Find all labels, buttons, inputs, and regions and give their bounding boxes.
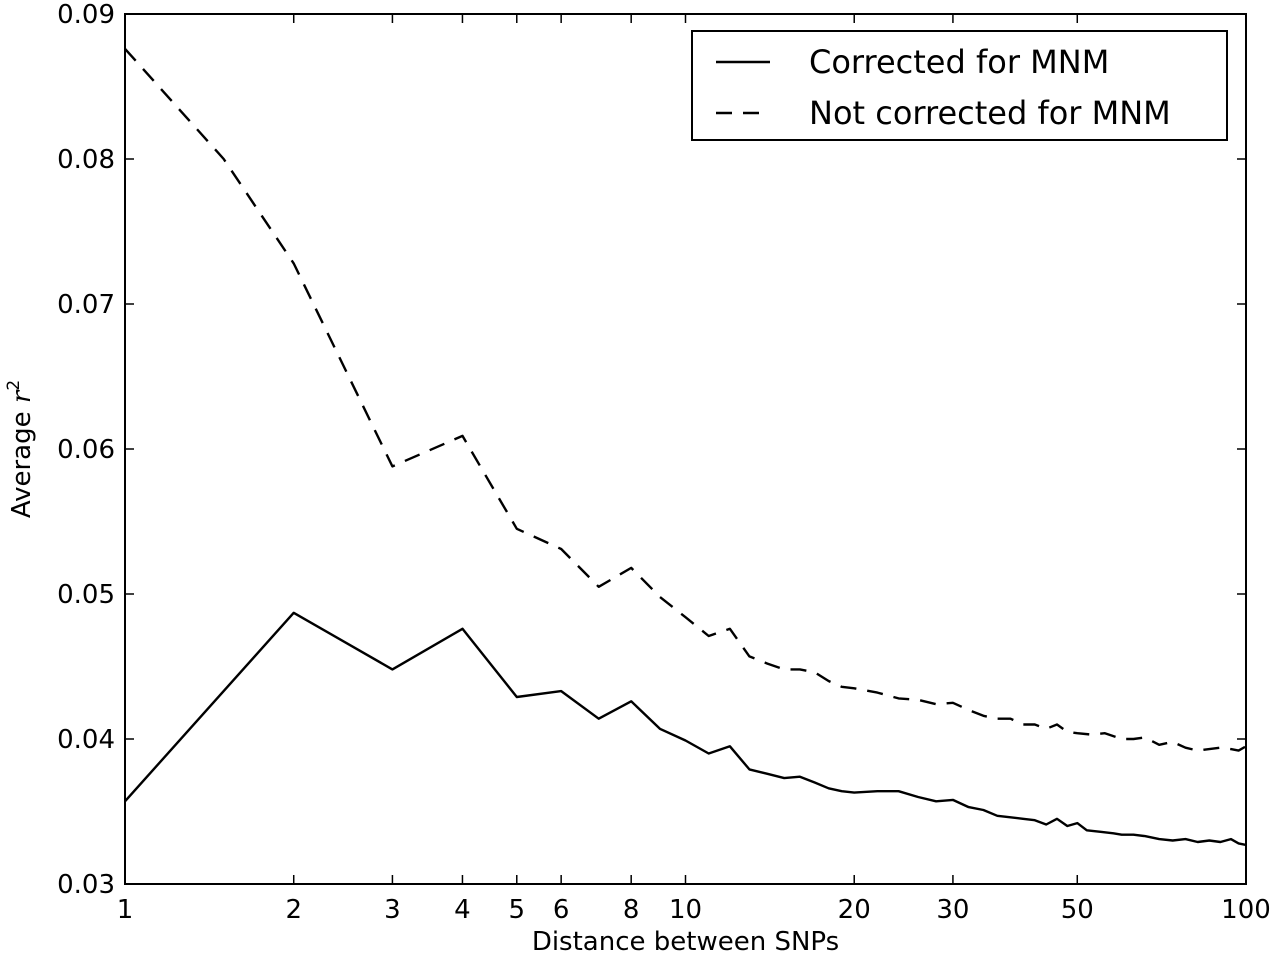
x-tick-label: 10 xyxy=(669,895,702,925)
x-axis-title: Distance between SNPs xyxy=(532,927,839,956)
y-tick-label: 0.03 xyxy=(57,870,115,900)
legend-box xyxy=(691,30,1228,141)
x-tick-label: 3 xyxy=(384,895,401,925)
ticks-layer: 1 2 3 4 5 6 8 10 20 30 50 100 0.03 0.04 0.05 0.06 0.07 0.… xyxy=(57,0,1271,925)
x-tick-label: 5 xyxy=(508,895,525,925)
y-tick-label: 0.08 xyxy=(57,145,115,175)
y-tick-label: 0.07 xyxy=(57,290,115,320)
y-tick-label: 0.09 xyxy=(57,0,115,30)
y-tick-label: 0.04 xyxy=(57,725,115,755)
y-axis-title-var: r xyxy=(7,389,37,403)
y-tick-label: 0.05 xyxy=(57,580,115,610)
x-tick-label: 8 xyxy=(623,895,640,925)
series-line-not-corrected xyxy=(124,47,1247,752)
series-line-corrected xyxy=(124,611,1247,847)
x-tick-label: 1 xyxy=(117,895,134,925)
y-axis-title-superscript: 2 xyxy=(4,380,24,391)
legend-label-corrected: Corrected for MNM xyxy=(809,43,1109,81)
x-tick-label: 100 xyxy=(1221,895,1271,925)
series-layer xyxy=(124,47,1247,847)
y-tick-label: 0.06 xyxy=(57,435,115,465)
plot-frame xyxy=(124,13,1247,885)
x-tick-label: 4 xyxy=(454,895,471,925)
x-tick-label: 30 xyxy=(936,895,969,925)
x-tick-label: 50 xyxy=(1061,895,1094,925)
x-tick-label: 6 xyxy=(553,895,570,925)
x-tick-label: 20 xyxy=(838,895,871,925)
y-axis-title-text: Average xyxy=(7,403,37,518)
legend: Corrected for MNM Not corrected for MNM xyxy=(691,30,1228,141)
y-axis-title: Average r2 xyxy=(4,380,37,518)
legend-label-not-corrected: Not corrected for MNM xyxy=(809,94,1171,132)
x-tick-label: 2 xyxy=(285,895,302,925)
